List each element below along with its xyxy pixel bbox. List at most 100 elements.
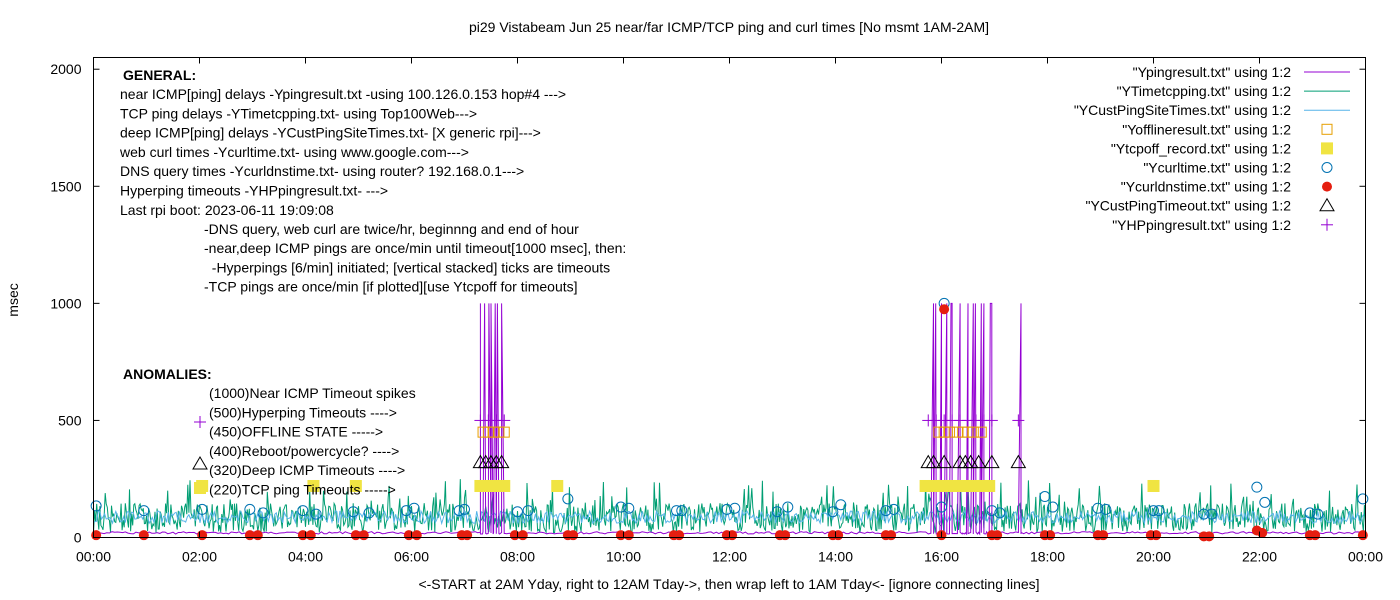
- anomaly-key-square-icon: [194, 482, 206, 494]
- data-point-ytcpoff_record: [1147, 479, 1160, 492]
- annotation-general-line: web curl times -Ycurltime.txt- using www…: [119, 144, 469, 160]
- data-point-ycurltime: [1206, 508, 1218, 520]
- legend-item: "Ycurldnstime.txt" using 1:2: [1121, 179, 1332, 195]
- y-tick-label: 0: [74, 530, 82, 546]
- data-point-ycurldnstime: [91, 530, 102, 541]
- series-line-deep-icmp: [93, 509, 1365, 526]
- data-point-ycustpingtimeout: [970, 454, 987, 469]
- data-point-ycurldnstime: [305, 530, 316, 541]
- data-point-ycustpingtimeout: [493, 454, 510, 469]
- annotation-anomaly-line: (450)OFFLINE STATE ----->: [209, 424, 383, 440]
- data-point-ycurldnstime: [939, 304, 950, 315]
- data-point-ycurldnstime: [568, 530, 579, 541]
- legend-marker-swatch: [1321, 218, 1333, 231]
- y-tick-label: 500: [58, 412, 82, 428]
- data-point-ycurldnstime: [252, 530, 263, 541]
- annotation-general-line: TCP ping delays -YTimetcpping.txt- using…: [120, 105, 477, 121]
- data-point-ycurltime: [244, 503, 256, 515]
- annotation-general-line: deep ICMP[ping] delays -YCustPingSiteTim…: [120, 125, 541, 141]
- legend-marker-swatch: [1321, 142, 1333, 155]
- legend: "Ypingresult.txt" using 1:2 "YTimetcpping…: [1074, 64, 1350, 233]
- data-point-ycurltime: [986, 505, 998, 517]
- annotation-general-line: near ICMP[ping] delays -Ypingresult.txt …: [120, 86, 566, 102]
- x-tick-label: 12:00: [712, 549, 747, 565]
- data-point-ycurltime: [671, 505, 682, 517]
- legend-marker-swatch: [1321, 123, 1333, 135]
- annotation-anomaly-line: (500)Hyperping Timeouts ---->: [209, 404, 397, 420]
- data-point-ycurldnstime: [1098, 530, 1109, 541]
- annotation-note-line: -DNS query, web curl are twice/hr, begin…: [204, 221, 579, 237]
- annotation-general-line: Last rpi boot: 2023-06-11 19:09:08: [120, 202, 334, 218]
- data-point-ycurltime: [138, 505, 150, 517]
- data-point-ycurltime: [363, 507, 375, 519]
- data-point-yofflineresult: [975, 426, 987, 438]
- legend-item: "Ytcpoff_record.txt" using 1:2: [1111, 140, 1333, 156]
- data-point-ycurltime: [1312, 508, 1324, 520]
- anomaly-key-triangle-icon: [192, 456, 208, 470]
- annotation-anomalies-heading: ANOMALIES:: [123, 366, 212, 382]
- data-point-ycurltime: [1304, 507, 1316, 519]
- data-point-ytcpoff_record: [498, 479, 511, 492]
- legend-label: "YHPpingresult.txt" using 1:2: [1112, 217, 1291, 233]
- series-line-near-icmp: [93, 302, 1364, 536]
- legend-label: "YCustPingTimeout.txt" using 1:2: [1085, 198, 1291, 214]
- data-point-ycurltime: [522, 505, 534, 517]
- data-point-ycurltime: [562, 493, 574, 505]
- data-point-ycurltime: [888, 503, 900, 515]
- data-point-ycurldnstime: [462, 530, 473, 541]
- x-tick-label: 00:00: [76, 549, 111, 565]
- data-point-ytcpoff_record: [349, 479, 362, 492]
- data-point-ycurltime: [512, 506, 523, 518]
- data-point-ycurldnstime: [1151, 530, 1162, 541]
- data-point-ycurldnstime: [623, 530, 634, 541]
- data-point-ycurltime: [1153, 505, 1165, 517]
- data-point-ycurltime: [994, 507, 1006, 519]
- annotation-note-line: -TCP pings are once/min [if plotted][use…: [204, 279, 578, 295]
- data-point-ycurltime: [196, 503, 208, 515]
- data-point-yhppingresult: [498, 414, 511, 427]
- data-point-ycurldnstime: [1310, 530, 1321, 541]
- x-tick-label: 04:00: [288, 549, 323, 565]
- annotation-anomaly-line: (1000)Near ICMP Timeout spikes: [209, 385, 416, 401]
- x-tick-label: 02:00: [182, 549, 217, 565]
- data-point-ycurltime: [1148, 505, 1159, 517]
- data-point-ycurltime: [880, 505, 892, 517]
- data-point-ycurldnstime: [197, 530, 208, 541]
- data-point-ycurldnstime: [1045, 530, 1056, 541]
- y-tick-label: 1000: [50, 295, 81, 311]
- data-point-yofflineresult: [967, 426, 979, 438]
- annotation-anomaly-line: (220)TCP ping Timeouts ----->: [209, 482, 396, 498]
- legend-label: "YTimetcpping.txt" using 1:2: [1117, 83, 1292, 99]
- legend-marker-swatch: [1319, 197, 1335, 212]
- data-point-ytcpoff_record: [983, 479, 996, 492]
- legend-item: "YTimetcpping.txt" using 1:2: [1117, 83, 1350, 99]
- data-point-ycurldnstime: [886, 530, 897, 541]
- data-point-ycurltime: [771, 506, 783, 518]
- data-point-ycurldnstime: [833, 530, 844, 541]
- legend-label: "YCustPingSiteTimes.txt" using 1:2: [1074, 102, 1291, 118]
- annotation-general-heading: GENERAL:: [123, 67, 196, 83]
- annotation-anomaly-line: (320)Deep ICMP Timeouts ---->: [209, 462, 405, 478]
- legend-item: "Ypingresult.txt" using 1:2: [1133, 64, 1350, 80]
- data-point-yofflineresult: [943, 426, 955, 438]
- annotation-general-line: DNS query times -Ycurldnstime.txt- using…: [120, 163, 524, 179]
- legend-label: "Ycurldnstime.txt" using 1:2: [1121, 179, 1291, 195]
- annotation-general-line: Hyperping timeouts -YHPpingresult.txt- -…: [120, 183, 388, 199]
- data-point-ycurldnstime: [358, 530, 369, 541]
- x-tick-label: 00:00: [1348, 549, 1383, 565]
- data-point-ycurldnstime: [517, 530, 528, 541]
- anomaly-key-plus-icon: [194, 416, 206, 428]
- y-tick-label: 1500: [50, 178, 81, 194]
- data-point-ycurltime: [827, 506, 839, 518]
- data-point-yhppingresult: [1012, 414, 1025, 427]
- x-tick-label: 20:00: [1136, 549, 1171, 565]
- data-point-ycurltime: [297, 505, 309, 517]
- data-point-ycurldnstime: [674, 530, 685, 541]
- x-tick-label: 14:00: [818, 549, 853, 565]
- legend-label: "Yofflineresult.txt" using 1:2: [1122, 121, 1291, 137]
- annotation-anomaly-line: (400)Reboot/powercycle? ---->: [209, 443, 399, 459]
- legend-marker-swatch: [1321, 162, 1333, 173]
- data-point-ycurltime: [615, 501, 627, 513]
- data-point-yhppingresult: [985, 414, 998, 427]
